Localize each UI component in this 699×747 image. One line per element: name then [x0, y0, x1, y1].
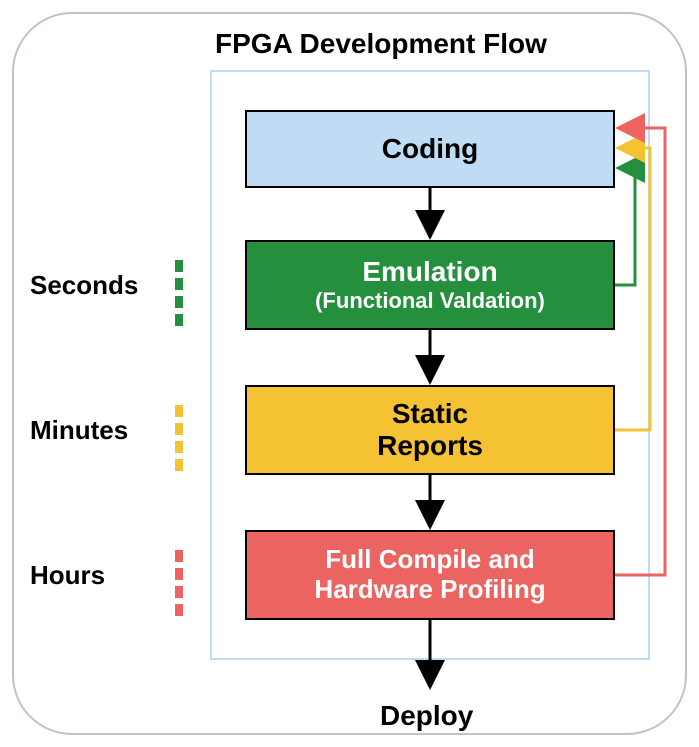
stage-compile-label2: Hardware Profiling — [314, 575, 545, 605]
stage-static: Static Reports — [245, 385, 615, 475]
stage-coding-label: Coding — [382, 133, 478, 165]
stage-static-label2: Reports — [377, 430, 483, 462]
stage-compile-label1: Full Compile and — [325, 545, 534, 575]
stage-compile: Full Compile and Hardware Profiling — [245, 530, 615, 620]
stage-emulation: Emulation (Functional Valdation) — [245, 240, 615, 330]
time-label-hours: Hours — [30, 560, 105, 591]
diagram-title: FPGA Development Flow — [215, 28, 547, 60]
time-dashes-hours — [175, 550, 183, 622]
stage-emulation-label2: (Functional Valdation) — [315, 288, 545, 313]
deploy-label: Deploy — [380, 700, 473, 732]
stage-coding: Coding — [245, 110, 615, 188]
time-dashes-minutes — [175, 405, 183, 477]
stage-emulation-label1: Emulation — [362, 256, 497, 288]
time-label-seconds: Seconds — [30, 270, 138, 301]
time-dashes-seconds — [175, 260, 183, 332]
stage-static-label1: Static — [392, 398, 468, 430]
time-label-minutes: Minutes — [30, 415, 128, 446]
